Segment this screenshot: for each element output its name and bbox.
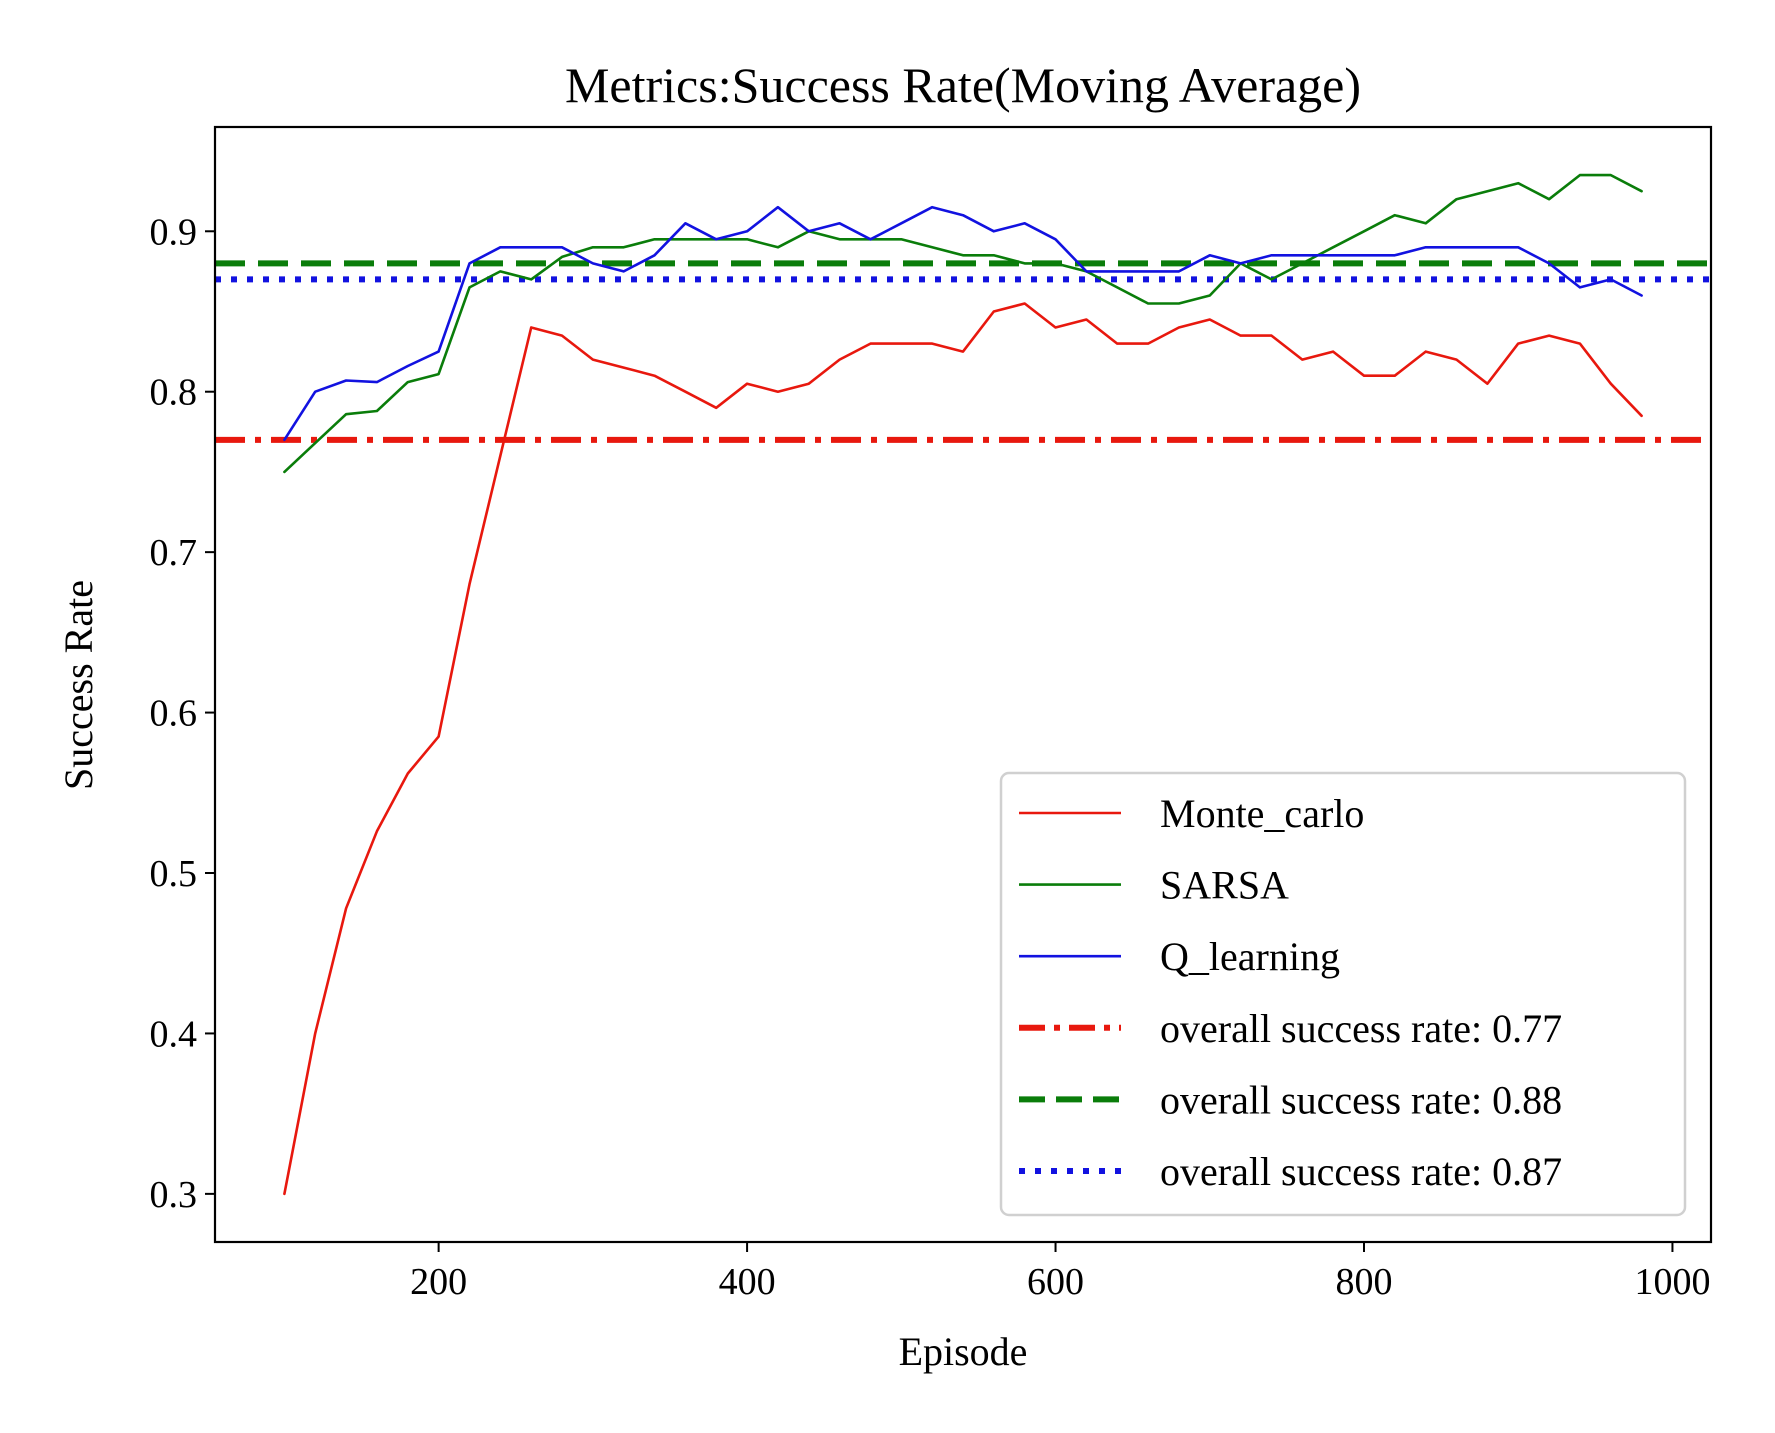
- series-line-sarsa: [283, 173, 1643, 474]
- legend-label: overall success rate: 0.88: [1160, 1077, 1562, 1122]
- x-tick-label: 1000: [1634, 1261, 1710, 1303]
- y-tick-label: 0.6: [150, 693, 198, 735]
- legend-label: overall success rate: 0.77: [1160, 1006, 1562, 1051]
- series-line-monte-carlo: [283, 302, 1643, 1196]
- x-tick-label: 200: [410, 1261, 467, 1303]
- legend-label: overall success rate: 0.87: [1160, 1149, 1562, 1194]
- x-tick-label: 800: [1335, 1261, 1392, 1303]
- y-tick-label: 0.3: [150, 1174, 198, 1216]
- series-line-q-learning: [283, 205, 1643, 442]
- y-tick-label: 0.7: [150, 532, 198, 574]
- y-tick-label: 0.8: [150, 372, 198, 414]
- plot-lines: [215, 173, 1711, 1196]
- legend-label: Q_learning: [1160, 934, 1340, 979]
- y-tick-label: 0.5: [150, 853, 198, 895]
- legend-label: Monte_carlo: [1160, 791, 1364, 836]
- y-tick-label: 0.9: [150, 211, 198, 253]
- legend-frame: [999, 771, 1687, 1217]
- x-tick-label: 400: [719, 1261, 776, 1303]
- axes: 200 400 600 800 1000 0.3 0.4 0.5 0.6 0.7 0.8 0.9: [150, 125, 1713, 1303]
- x-axis-label: Episode: [899, 1329, 1028, 1374]
- y-tick-label: 0.4: [150, 1013, 198, 1055]
- x-tick-label: 600: [1027, 1261, 1084, 1303]
- plot-frame: [213, 125, 1713, 1244]
- y-axis-label: Success Rate: [56, 580, 101, 790]
- legend-label: SARSA: [1160, 863, 1289, 908]
- chart-title: Metrics:Success Rate(Moving Average): [565, 57, 1361, 113]
